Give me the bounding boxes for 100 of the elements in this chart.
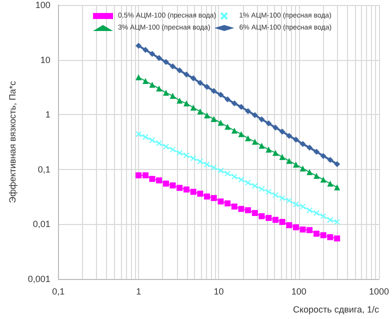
x-axis-title: Скорость сдвига, 1/с: [292, 304, 380, 314]
point: [149, 50, 156, 57]
point: [266, 188, 272, 195]
point: [279, 128, 286, 135]
point: [306, 227, 313, 234]
point: [190, 104, 196, 111]
point: [279, 195, 286, 202]
point: [170, 63, 176, 70]
point: [266, 214, 272, 221]
point: [327, 180, 334, 187]
point: [136, 172, 142, 178]
point: [252, 112, 258, 118]
point: [170, 182, 176, 188]
point: [286, 158, 292, 164]
point: [218, 120, 224, 126]
point: [224, 200, 231, 206]
point: [300, 165, 306, 172]
point: [306, 169, 313, 176]
point: [156, 54, 162, 61]
point: [218, 168, 224, 174]
point: [176, 67, 183, 74]
point: [156, 140, 162, 146]
point: [292, 136, 299, 143]
point: [204, 112, 210, 118]
point: [306, 144, 313, 151]
point: [313, 230, 320, 237]
point: [183, 186, 190, 192]
x-tick-label: 100: [291, 286, 306, 296]
point: [176, 184, 183, 191]
point: [210, 195, 217, 202]
point: [183, 71, 190, 78]
y-axis-title: Эффективная вязкость, Па*с: [8, 80, 18, 204]
y-tick-label: 0,1: [38, 164, 50, 174]
point: [292, 162, 299, 168]
point: [163, 90, 170, 96]
point: [176, 98, 183, 104]
point: [266, 146, 272, 153]
point: [190, 188, 196, 195]
point: [163, 180, 170, 187]
point: [149, 176, 156, 182]
point: [231, 100, 238, 106]
point: [224, 96, 231, 102]
point: [231, 174, 238, 180]
point: [149, 137, 156, 144]
point: [320, 232, 326, 238]
point: [306, 207, 313, 214]
point: [176, 150, 183, 156]
point: [204, 161, 210, 168]
point: [163, 144, 170, 150]
point: [190, 75, 196, 82]
point: [136, 42, 142, 49]
point: [258, 213, 265, 220]
point: [286, 222, 292, 228]
point: [320, 152, 326, 159]
point: [292, 224, 299, 230]
point: [197, 108, 204, 114]
point: [320, 176, 326, 183]
point: [327, 234, 334, 240]
y-tick-label: 100: [35, 0, 50, 10]
point: [170, 146, 176, 153]
point: [142, 134, 148, 140]
point: [244, 180, 251, 186]
point: [252, 210, 258, 216]
point: [272, 150, 278, 156]
point: [300, 141, 306, 148]
point: [244, 108, 251, 114]
point: [210, 164, 217, 171]
point: [210, 116, 217, 122]
point: [258, 142, 265, 149]
point: [272, 192, 278, 198]
point: [286, 132, 292, 139]
point: [320, 213, 326, 220]
y-tick-label: 0,01: [32, 219, 50, 230]
point: [327, 216, 334, 223]
point: [292, 201, 299, 208]
point: [334, 218, 340, 225]
point: [142, 46, 148, 53]
point: [231, 128, 238, 134]
point: [313, 210, 320, 216]
point: [136, 74, 142, 80]
point: [183, 100, 190, 106]
point: [197, 190, 204, 197]
point: [142, 78, 148, 84]
point: [252, 138, 258, 145]
point: [238, 176, 244, 183]
x-tick-label: 1000: [368, 286, 390, 296]
y-tick-label: 0,001: [28, 274, 50, 284]
point: [300, 204, 306, 210]
point: [156, 177, 162, 184]
x-tick-label: 1: [136, 286, 142, 296]
point: [252, 182, 258, 189]
point: [286, 198, 292, 204]
point: [142, 172, 148, 178]
point: [313, 148, 320, 155]
x-tick-label: 0,1: [52, 286, 65, 296]
point: [334, 235, 340, 242]
point: [204, 84, 210, 90]
point: [224, 124, 231, 130]
point: [224, 170, 231, 177]
point: [279, 154, 286, 160]
